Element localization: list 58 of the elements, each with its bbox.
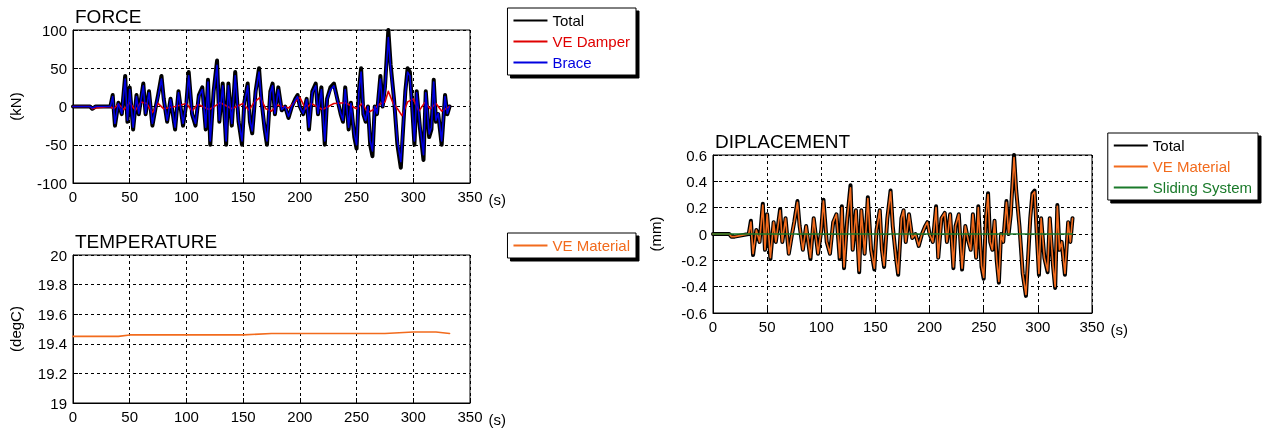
- y-tick-label: 0: [698, 225, 707, 243]
- y-tick-label: 100: [41, 21, 67, 39]
- x-tick-label: 300: [400, 408, 426, 425]
- x-tick-label: 200: [287, 188, 313, 205]
- y-axis-title: (degC): [7, 306, 24, 352]
- x-tick-label: 0: [68, 408, 78, 425]
- x-axis-title: (s): [1110, 321, 1128, 338]
- y-tick-label: 19.8: [37, 276, 67, 294]
- legend-label: VE Material: [552, 237, 630, 254]
- x-tick-label: 100: [173, 408, 199, 425]
- y-axis-title: (kN): [7, 92, 24, 121]
- x-tick-label: 200: [917, 318, 943, 335]
- y-tick-label: 19.6: [37, 305, 67, 323]
- x-tick-label: 250: [344, 188, 370, 205]
- y-tick-label: 19.4: [37, 335, 67, 353]
- x-tick-label: 100: [173, 188, 199, 205]
- legend-label: Total: [1152, 137, 1185, 154]
- x-tick-label: 300: [400, 188, 426, 205]
- legend-label: Sliding System: [1152, 179, 1253, 196]
- y-tick-label: -50: [45, 136, 67, 154]
- y-axis-title: (mm): [647, 216, 664, 252]
- x-tick-label: 50: [121, 408, 139, 425]
- y-tick-label: 19.2: [37, 364, 67, 382]
- x-tick-label: 150: [862, 318, 888, 335]
- x-tick-label: 250: [971, 318, 997, 335]
- chart-title: DIPLACEMENT: [715, 131, 851, 152]
- y-tick-label: 19: [50, 394, 67, 412]
- chart-title: TEMPERATURE: [75, 231, 218, 252]
- x-tick-label: 150: [230, 188, 256, 205]
- x-tick-label: 150: [230, 408, 256, 425]
- x-tick-label: 300: [1025, 318, 1051, 335]
- x-tick-label: 350: [457, 188, 483, 205]
- x-tick-label: 50: [758, 318, 776, 335]
- legend-label: VE Material: [1152, 158, 1231, 175]
- x-tick-label: 0: [68, 188, 78, 205]
- x-tick-label: 250: [344, 408, 370, 425]
- chart-title: FORCE: [75, 6, 142, 27]
- x-axis-title: (s): [488, 411, 506, 428]
- legend-label: Brace: [552, 54, 592, 71]
- y-tick-label: 50: [50, 59, 67, 77]
- legend-label: Total: [552, 12, 585, 29]
- y-tick-label: 0.4: [686, 172, 707, 190]
- x-tick-label: 350: [457, 408, 483, 425]
- legend-label: VE Damper: [552, 33, 630, 50]
- x-tick-label: 0: [708, 318, 718, 335]
- y-tick-label: -0.2: [681, 251, 707, 269]
- y-tick-label: -100: [36, 174, 67, 192]
- y-tick-label: 0.6: [686, 146, 707, 164]
- x-tick-label: 100: [808, 318, 834, 335]
- x-axis-title: (s): [488, 191, 506, 208]
- y-tick-label: 20: [50, 246, 67, 264]
- x-tick-label: 200: [287, 408, 313, 425]
- y-tick-label: 0: [58, 98, 67, 115]
- y-tick-label: 0.2: [686, 199, 707, 217]
- x-tick-label: 50: [121, 188, 139, 205]
- y-tick-label: -0.4: [681, 278, 707, 296]
- y-tick-label: -0.6: [681, 304, 707, 322]
- x-tick-label: 350: [1079, 318, 1105, 335]
